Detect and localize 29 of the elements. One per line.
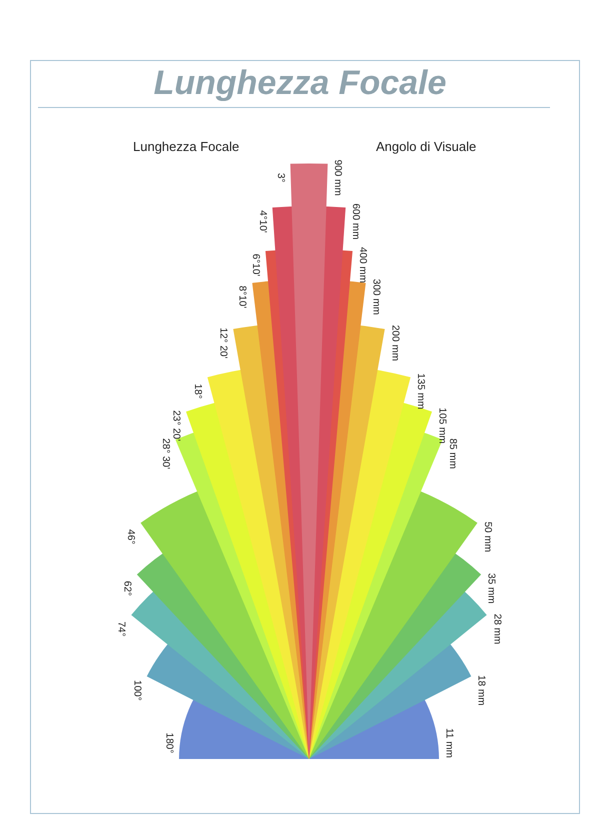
text: Angolo di Visuale xyxy=(376,139,476,154)
category-label: 46° xyxy=(125,529,136,544)
data-label: 200 mm xyxy=(389,324,400,362)
data-label: 400 mm xyxy=(357,246,368,284)
data-label: 300 mm xyxy=(370,278,382,316)
data-label: 28 mm xyxy=(491,614,502,644)
data-label: 11 mm xyxy=(444,728,454,758)
data-label: 105 mm xyxy=(436,408,448,444)
text: Lunghezza Focale xyxy=(133,139,240,154)
data-label: 35 mm xyxy=(486,573,497,604)
category-label: 62° xyxy=(121,580,132,596)
category-label: 4°10' xyxy=(256,210,268,233)
category-label: 6°10' xyxy=(250,254,261,276)
category-label: 180° xyxy=(164,732,174,754)
category-label: 74° xyxy=(116,621,127,637)
category-label: 28° 30' xyxy=(160,438,171,470)
data-label: 135 mm xyxy=(415,373,426,410)
category-label: 23° 20' xyxy=(170,410,182,442)
category-label: 12° 20' xyxy=(218,328,229,359)
category-label: 3° xyxy=(274,172,286,183)
text: Lunghezza Focale xyxy=(152,64,448,103)
data-label: 85 mm xyxy=(447,438,458,469)
data-label: 600 mm xyxy=(350,203,362,240)
category-label: 100° xyxy=(131,680,142,701)
category-label: 8°10' xyxy=(236,286,248,308)
data-label: 900 mm xyxy=(332,160,344,196)
data-label: 18 mm xyxy=(476,675,487,706)
category-label: 18° xyxy=(192,384,203,399)
data-label: 50 mm xyxy=(482,522,493,552)
